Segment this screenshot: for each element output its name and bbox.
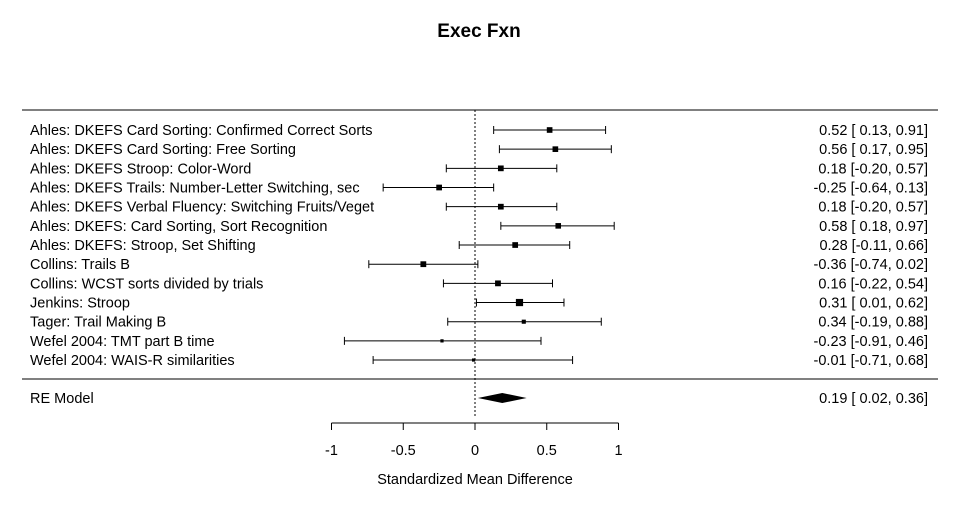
study-row: Ahles: DKEFS Verbal Fluency: Switching F…	[30, 200, 928, 216]
point-estimate	[497, 203, 504, 210]
study-row: Collins: Trails B -0.36 [-0.74, 0.02]	[30, 257, 928, 273]
study-label: Wefel 2004: TMT part B time	[30, 334, 215, 350]
point-estimate	[497, 165, 504, 172]
study-estimate-text: -0.23 [-0.91, 0.46]	[814, 334, 928, 350]
study-label: Ahles: DKEFS Card Sorting: Confirmed Cor…	[30, 123, 372, 139]
point-estimate	[471, 358, 476, 362]
study-row: Ahles: DKEFS Stroop: Color-Word 0.18 [-0.…	[30, 161, 928, 177]
study-label: Ahles: DKEFS Card Sorting: Free Sorting	[30, 142, 296, 158]
x-tick-label: -1	[325, 443, 338, 459]
study-label: Ahles: DKEFS Verbal Fluency: Switching F…	[30, 200, 374, 216]
study-estimate-text: -0.25 [-0.64, 0.13]	[814, 181, 928, 197]
study-label: Wefel 2004: WAIS-R similarities	[30, 353, 235, 369]
point-estimate	[420, 261, 427, 268]
study-estimate-text: -0.36 [-0.74, 0.02]	[814, 257, 928, 273]
summary-estimate-text: 0.19 [ 0.02, 0.36]	[819, 391, 928, 407]
study-label: Ahles: DKEFS Stroop: Color-Word	[30, 161, 251, 177]
study-row: Wefel 2004: TMT part B time -0.23 [-0.91,…	[30, 334, 928, 350]
study-estimate-text: 0.58 [ 0.18, 0.97]	[819, 219, 928, 235]
study-row: Wefel 2004: WAIS-R similarities -0.01 [-0…	[30, 353, 928, 369]
study-row: Tager: Trail Making B 0.34 [-0.19, 0.88]	[30, 315, 928, 331]
point-estimate	[512, 242, 519, 248]
study-estimate-text: 0.18 [-0.20, 0.57]	[818, 161, 928, 177]
summary-diamond	[477, 393, 527, 403]
study-estimate-text: 0.34 [-0.19, 0.88]	[818, 315, 928, 331]
study-estimate-text: 0.31 [ 0.01, 0.62]	[819, 296, 928, 312]
study-estimate-text: 0.18 [-0.20, 0.57]	[818, 200, 928, 216]
study-label: Ahles: DKEFS Trails: Number-Letter Switc…	[30, 181, 360, 197]
study-estimate-text: 0.28 [-0.11, 0.66]	[819, 238, 928, 254]
study-label: Collins: WCST sorts divided by trials	[30, 276, 263, 292]
point-estimate	[555, 223, 562, 229]
x-tick-label: -0.5	[391, 443, 416, 459]
study-estimate-text: -0.01 [-0.71, 0.68]	[814, 353, 928, 369]
study-label: Ahles: DKEFS: Card Sorting, Sort Recogni…	[30, 219, 327, 235]
study-label: Jenkins: Stroop	[30, 296, 130, 312]
study-row: Ahles: DKEFS Card Sorting: Free Sorting 0…	[30, 142, 928, 158]
point-estimate	[440, 339, 444, 343]
study-estimate-text: 0.56 [ 0.17, 0.95]	[819, 142, 928, 158]
study-row: Collins: WCST sorts divided by trials 0.1…	[30, 276, 928, 292]
summary-row: RE Model 0.19 [ 0.02, 0.36]	[30, 391, 928, 407]
study-label: Ahles: DKEFS: Stroop, Set Shifting	[30, 238, 256, 254]
study-row: Jenkins: Stroop 0.31 [ 0.01, 0.62]	[30, 296, 928, 312]
point-estimate	[552, 146, 559, 152]
x-axis-label: Standardized Mean Difference	[377, 472, 573, 488]
x-axis: -1 -0.5 0 0.5 1	[325, 422, 623, 459]
chart-title: Exec Fxn	[437, 21, 520, 42]
point-estimate	[495, 280, 501, 287]
x-tick-label: 1	[614, 443, 622, 459]
point-estimate	[515, 298, 524, 307]
study-label: Collins: Trails B	[30, 257, 130, 273]
study-row: Ahles: DKEFS Card Sorting: Confirmed Cor…	[30, 123, 928, 139]
study-rows: Ahles: DKEFS Card Sorting: Confirmed Cor…	[30, 123, 928, 369]
study-estimate-text: 0.16 [-0.22, 0.54]	[818, 276, 928, 292]
point-estimate	[521, 319, 526, 324]
study-estimate-text: 0.52 [ 0.13, 0.91]	[819, 123, 928, 139]
point-estimate	[546, 127, 553, 133]
study-row: Ahles: DKEFS: Stroop, Set Shifting 0.28 […	[30, 238, 928, 254]
point-estimate	[436, 184, 442, 191]
study-row: Ahles: DKEFS Trails: Number-Letter Switc…	[30, 181, 928, 197]
summary-label: RE Model	[30, 391, 94, 407]
x-tick-label: 0.5	[537, 443, 557, 459]
study-label: Tager: Trail Making B	[30, 315, 166, 331]
study-row: Ahles: DKEFS: Card Sorting, Sort Recogni…	[30, 219, 928, 235]
x-tick-label: 0	[471, 443, 479, 459]
